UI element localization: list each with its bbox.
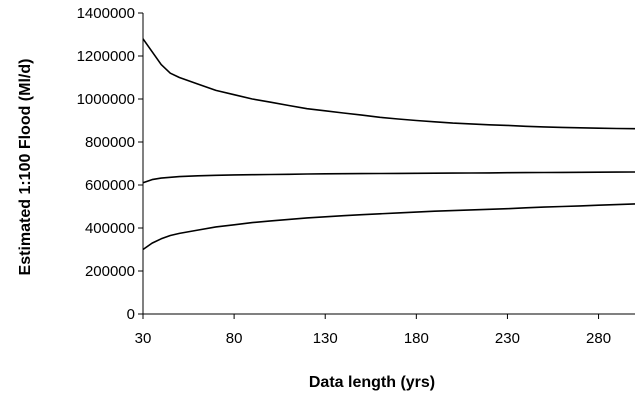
y-tick-label: 400000: [85, 220, 135, 237]
series-line-lower: [142, 203, 636, 251]
x-tick-label: 280: [586, 330, 611, 347]
y-tick-label: 0: [127, 306, 135, 323]
y-tick-label: 1400000: [77, 5, 135, 22]
y-axis: 0 200000 400000 600000 800000 1000000 1200000 1…: [77, 5, 144, 323]
y-tick-label: 200000: [85, 263, 135, 280]
x-axis-title: Data length (yrs): [309, 374, 435, 391]
y-tick-label: 600000: [85, 177, 135, 194]
series-line-median: [142, 171, 636, 184]
x-tick-label: 180: [404, 330, 429, 347]
y-axis-title: Estimated 1:100 Flood (Ml/d): [17, 59, 34, 276]
series-line-upper: [142, 38, 636, 130]
x-tick-label: 80: [226, 330, 243, 347]
y-tick-label: 800000: [85, 134, 135, 151]
x-tick-label: 30: [135, 330, 152, 347]
x-axis: 30 80 130 180 230 280: [135, 313, 635, 347]
x-tick-label: 230: [495, 330, 520, 347]
y-tick-label: 1200000: [77, 48, 135, 65]
series-group: [142, 38, 636, 251]
y-tick-label: 1000000: [77, 91, 135, 108]
x-tick-label: 130: [313, 330, 338, 347]
